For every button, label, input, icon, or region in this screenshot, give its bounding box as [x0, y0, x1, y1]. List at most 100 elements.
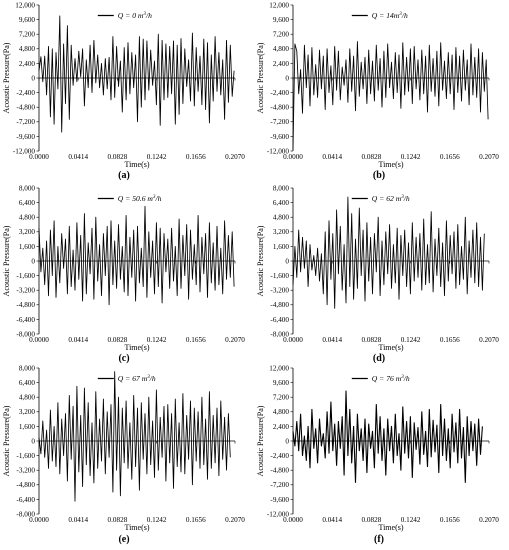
- x-tick-label: 0.0828: [362, 336, 382, 344]
- y-tick-label: -4,800: [270, 467, 289, 475]
- panel-caption: (e): [118, 534, 129, 545]
- y-tick-label: -2,400: [270, 452, 289, 460]
- x-tick-label: 0.0414: [68, 516, 88, 524]
- x-tick-label: 0.2070: [225, 336, 245, 344]
- legend-label: Q = 76 m3/h: [372, 374, 410, 383]
- panel-caption: (a): [118, 170, 130, 181]
- x-tick-label: 0.1656: [186, 153, 206, 161]
- y-tick-label: 4,800: [273, 45, 290, 53]
- x-tick-label: 0.0414: [68, 153, 88, 161]
- y-tick-label: -2,400: [16, 89, 35, 97]
- chart-panel-f: 12,000 9,600 7,200 4,800 2,400 0 -2,400 -4,800 -…: [256, 364, 499, 545]
- y-tick-label: 4,800: [273, 214, 290, 222]
- y-axis-label: Acoustic Pressure(Pa): [2, 405, 11, 476]
- y-tick-label: 4,800: [19, 394, 36, 402]
- x-tick-label: 0.1656: [186, 516, 206, 524]
- x-tick-label: 0.0414: [322, 153, 342, 161]
- y-tick-label: 4,800: [273, 408, 290, 416]
- y-tick-label: -1,600: [270, 272, 289, 280]
- x-tick-label: 0.0828: [362, 153, 382, 161]
- y-tick-label: 8,000: [273, 184, 290, 192]
- x-tick-label: 0.1656: [440, 516, 460, 524]
- y-tick-label: -9,600: [16, 133, 35, 141]
- series-line: [38, 205, 235, 306]
- x-tick-label: 0.1656: [186, 336, 206, 344]
- chart-panel-d: 8,000 6,400 4,800 3,200 1,600 0 -1,600 -3,200 -4…: [256, 184, 499, 364]
- y-tick-label: -4,800: [16, 301, 35, 309]
- x-axis-label: Time(s): [378, 523, 403, 532]
- y-axis-label: Acoustic Pressure(Pa): [256, 405, 265, 476]
- y-tick-label: -6,400: [270, 316, 289, 324]
- y-tick-label: -3,200: [270, 287, 289, 295]
- y-tick-label: 3,200: [273, 228, 290, 236]
- y-tick-label: 1,600: [273, 243, 290, 251]
- y-tick-label: -7,200: [270, 118, 289, 126]
- chart-panel-e: 8,000 6,400 4,800 3,200 1,600 0 -1,600 -3,200 -4…: [2, 364, 245, 545]
- x-tick-label: 0.0000: [29, 516, 49, 524]
- x-tick-label: 0.2070: [225, 516, 245, 524]
- y-tick-label: 0: [285, 257, 289, 265]
- series-line: [292, 196, 485, 309]
- y-tick-label: -1,600: [16, 452, 35, 460]
- y-axis-label: Acoustic Pressure(Pa): [2, 225, 11, 296]
- y-tick-label: 7,200: [273, 394, 290, 402]
- y-tick-label: 8,000: [19, 184, 36, 192]
- x-axis-label: Time(s): [378, 160, 403, 169]
- y-tick-label: -3,200: [16, 287, 35, 295]
- x-tick-label: 0.1242: [147, 516, 167, 524]
- x-tick-label: 0.2070: [479, 153, 499, 161]
- x-tick-label: 0.2070: [479, 516, 499, 524]
- legend-label: Q = 62 m3/h: [372, 194, 410, 203]
- y-tick-label: 3,200: [19, 228, 36, 236]
- y-tick-label: 2,400: [19, 60, 36, 68]
- x-tick-label: 0.2070: [479, 336, 499, 344]
- x-tick-label: 0.1656: [440, 336, 460, 344]
- y-tick-label: -4,800: [270, 104, 289, 112]
- y-tick-label: 0: [31, 257, 35, 265]
- panel-caption: (d): [373, 353, 385, 364]
- x-axis-label: Time(s): [124, 343, 149, 352]
- y-tick-label: -7,200: [270, 481, 289, 489]
- x-tick-label: 0.0000: [29, 153, 49, 161]
- series-line: [38, 371, 231, 502]
- x-tick-label: 0.1242: [401, 336, 421, 344]
- x-tick-label: 0.1242: [147, 336, 167, 344]
- chart-panel-b: 12,000 9,600 7,200 4,800 2,400 0 -2,400 -4,800 -…: [256, 1, 499, 181]
- y-tick-label: -9,600: [270, 496, 289, 504]
- x-tick-label: 0.1656: [440, 153, 460, 161]
- y-tick-label: 12,000: [269, 364, 289, 372]
- y-tick-label: 3,200: [19, 408, 36, 416]
- x-axis-label: Time(s): [124, 523, 149, 532]
- x-tick-label: 0.0000: [283, 153, 303, 161]
- y-tick-label: 7,200: [273, 31, 290, 39]
- y-tick-label: 6,400: [19, 379, 36, 387]
- x-tick-label: 0.0000: [283, 516, 303, 524]
- y-tick-label: -8,000: [270, 330, 289, 338]
- y-tick-label: 12,000: [269, 1, 289, 9]
- x-axis-label: Time(s): [124, 160, 149, 169]
- series-line: [292, 41, 489, 150]
- y-tick-label: 8,000: [19, 364, 36, 372]
- chart-panel-c: 8,000 6,400 4,800 3,200 1,600 0 -1,600 -3,200 -4…: [2, 184, 245, 364]
- y-tick-label: -8,000: [16, 510, 35, 518]
- y-tick-label: -12,000: [267, 147, 290, 155]
- y-tick-label: 2,400: [273, 60, 290, 68]
- x-tick-label: 0.2070: [225, 153, 245, 161]
- x-tick-label: 0.1242: [147, 153, 167, 161]
- legend-label: Q = 67 m3/h: [118, 374, 156, 383]
- y-tick-label: 2,400: [273, 423, 290, 431]
- legend-label: Q = 0 m3/h: [118, 11, 152, 20]
- y-tick-label: 4,800: [19, 214, 36, 222]
- y-tick-label: -9,600: [270, 133, 289, 141]
- x-tick-label: 0.0000: [283, 336, 303, 344]
- panel-caption: (c): [118, 353, 129, 364]
- y-axis-label: Acoustic Pressure(Pa): [2, 42, 11, 113]
- y-tick-label: 0: [31, 437, 35, 445]
- y-tick-label: -2,400: [270, 89, 289, 97]
- y-tick-label: -4,800: [270, 301, 289, 309]
- y-tick-label: 1,600: [19, 243, 36, 251]
- series-line: [292, 390, 483, 483]
- x-tick-label: 0.0414: [322, 336, 342, 344]
- y-tick-label: 6,400: [273, 199, 290, 207]
- y-tick-label: 12,000: [15, 1, 35, 9]
